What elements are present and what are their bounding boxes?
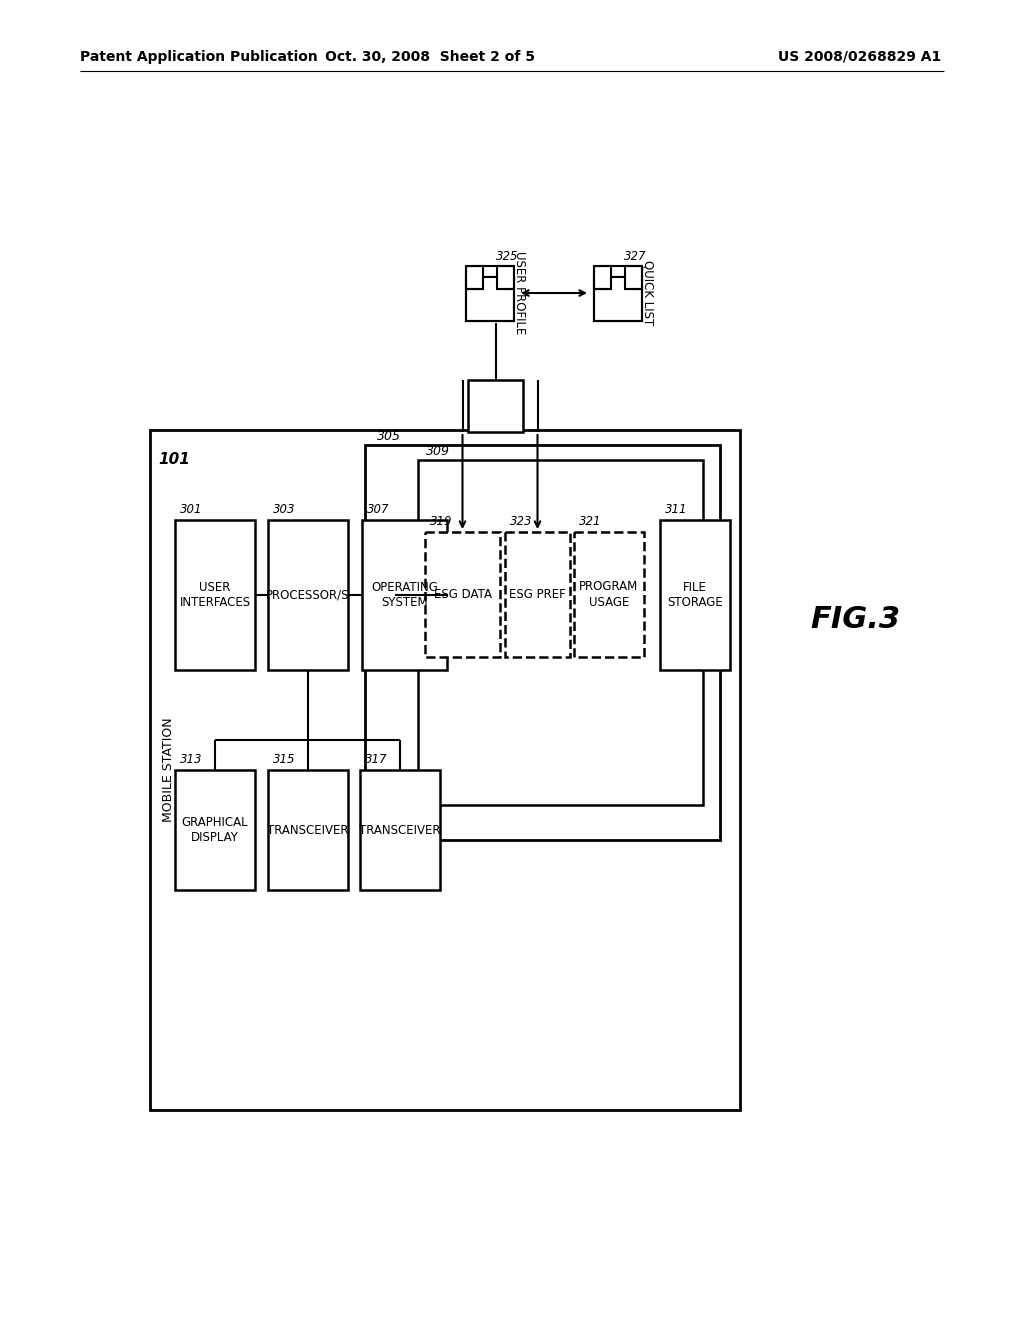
Text: 303: 303 [273,503,296,516]
Text: ESG PREF: ESG PREF [509,587,566,601]
Text: 313: 313 [180,752,203,766]
Bar [498,265,514,289]
Text: 321: 321 [579,515,601,528]
Bar [466,276,514,321]
Text: 317: 317 [365,752,387,766]
Text: ESG DATA: ESG DATA [433,587,492,601]
Bar [360,770,440,890]
Bar [468,380,523,432]
Text: GRAPHICAL
DISPLAY: GRAPHICAL DISPLAY [181,816,248,843]
Text: FILE
STORAGE: FILE STORAGE [667,581,723,609]
Text: US 2008/0268829 A1: US 2008/0268829 A1 [778,50,941,63]
Text: TRANSCEIVER: TRANSCEIVER [267,824,349,837]
Text: PROCESSOR/S: PROCESSOR/S [266,589,350,602]
Bar [362,520,447,671]
Text: 323: 323 [510,515,532,528]
Text: TRANSCEIVER: TRANSCEIVER [359,824,440,837]
Bar [425,532,500,657]
Text: OPERATING
SYSTEM: OPERATING SYSTEM [371,581,438,609]
Text: MOBILE STATION: MOBILE STATION [162,718,174,822]
Text: 325: 325 [496,249,518,263]
Text: USER PROFILE: USER PROFILE [513,251,526,335]
Bar [574,532,644,657]
Bar [268,520,348,671]
Text: 301: 301 [180,503,203,516]
Text: 327: 327 [624,249,646,263]
Bar [175,520,255,671]
Text: 305: 305 [377,430,401,444]
Bar [175,770,255,890]
Bar [594,276,642,321]
Text: 101: 101 [158,451,189,467]
Text: 307: 307 [367,503,389,516]
Bar [365,445,720,840]
Text: 319: 319 [430,515,453,528]
Bar [610,276,626,289]
Text: Patent Application Publication: Patent Application Publication [80,50,317,63]
Bar [660,520,730,671]
Text: PROGRAM
USAGE: PROGRAM USAGE [580,581,639,609]
Bar [594,265,610,289]
Text: 311: 311 [665,503,687,516]
Bar [505,532,570,657]
Text: Oct. 30, 2008  Sheet 2 of 5: Oct. 30, 2008 Sheet 2 of 5 [325,50,536,63]
Bar [626,265,642,289]
Text: 309: 309 [426,445,450,458]
Text: FIG.3: FIG.3 [810,606,900,635]
Text: USER
INTERFACES: USER INTERFACES [179,581,251,609]
Bar [466,265,482,289]
Bar [418,459,703,805]
Bar [482,276,498,289]
Bar [268,770,348,890]
Bar [150,430,740,1110]
Text: 315: 315 [273,752,296,766]
Text: QUICK LIST: QUICK LIST [641,260,654,326]
